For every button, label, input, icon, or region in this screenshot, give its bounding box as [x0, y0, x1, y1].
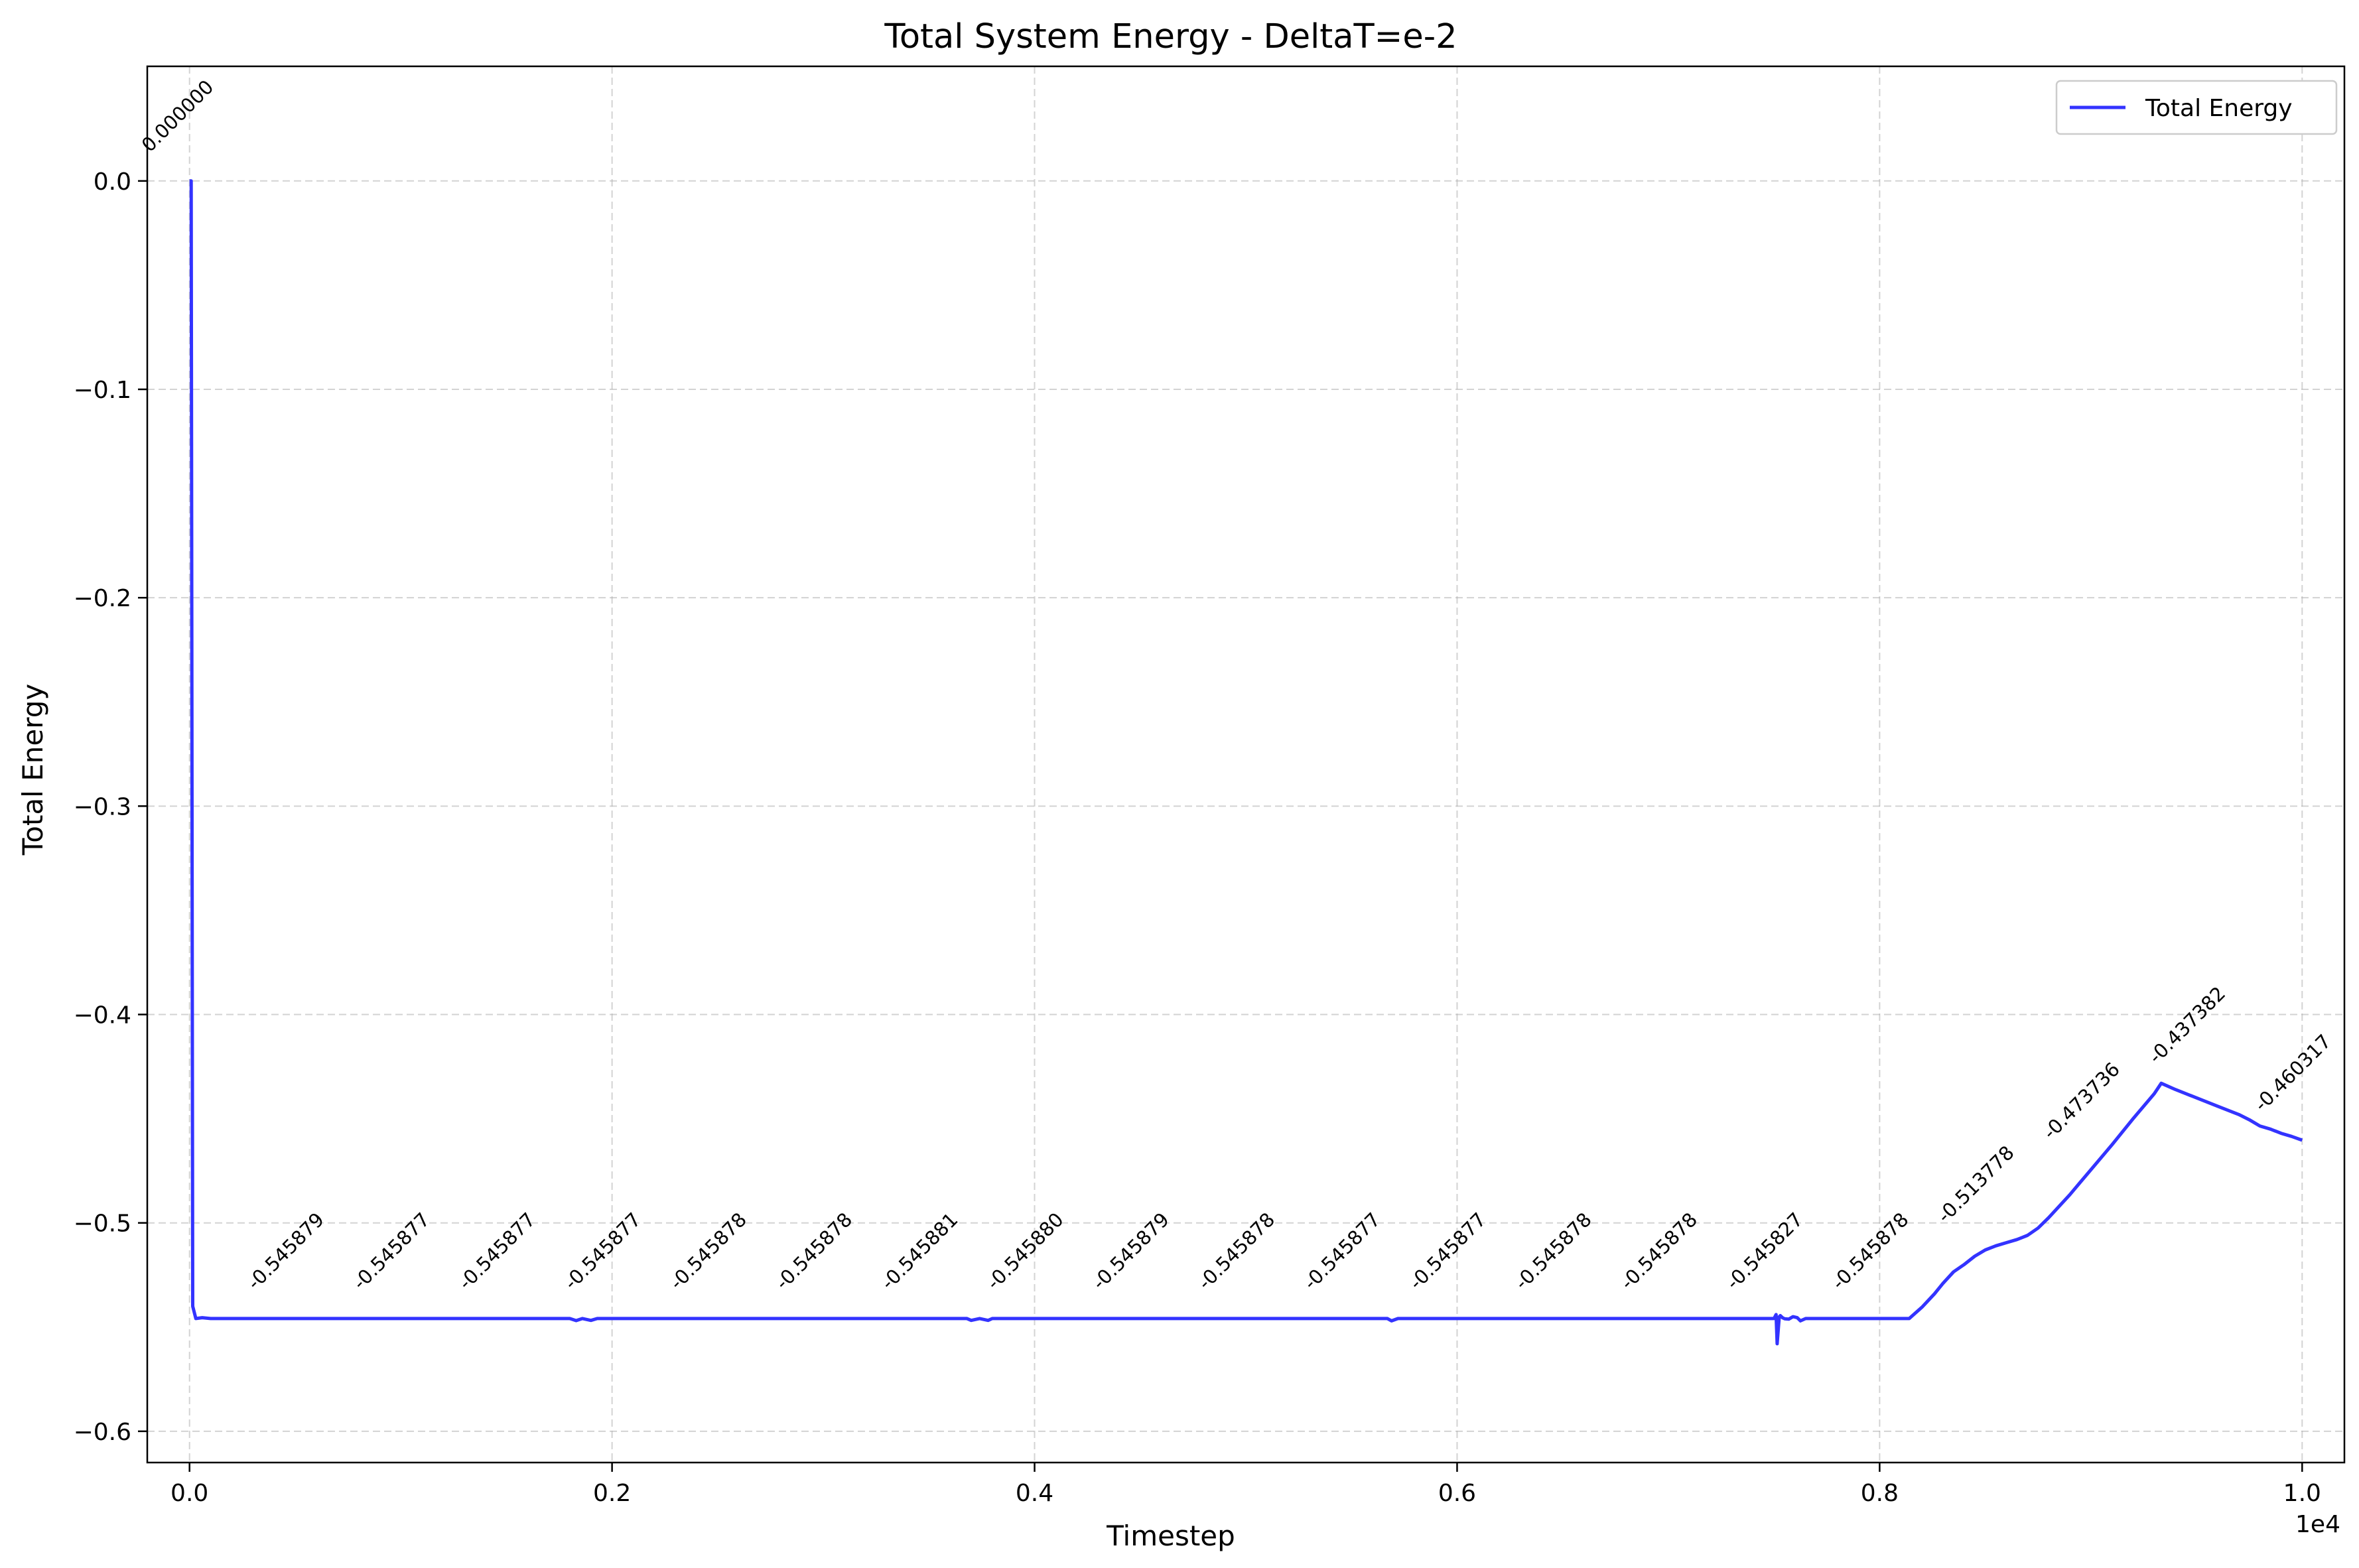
x-tick-label: 1.0 [2283, 1480, 2321, 1507]
plot-frame [146, 65, 2346, 1464]
y-tick-label: −0.5 [74, 1210, 131, 1238]
y-tick-label: 0.0 [94, 168, 131, 196]
x-axis-offset-label: 1e4 [2295, 1511, 2340, 1538]
legend-box [2055, 80, 2338, 135]
grid-lines [147, 66, 2344, 1463]
y-tick-label: −0.4 [74, 1002, 131, 1029]
series-line-total-energy [189, 179, 2303, 1346]
x-tick-label: 0.2 [593, 1480, 631, 1507]
y-axis-ticks: 0.0 −0.1 −0.2 −0.3 −0.4 −0.5 −0.6 [74, 168, 147, 1446]
y-tick-label: −0.1 [74, 377, 131, 404]
legend-entry-total-energy: Total Energy [2145, 95, 2293, 122]
y-tick-label: −0.6 [74, 1419, 131, 1446]
y-axis-label: Total Energy [17, 684, 49, 856]
x-tick-label: 0.0 [170, 1480, 208, 1507]
x-tick-label: 0.6 [1438, 1480, 1476, 1507]
legend: Total Energy [2055, 80, 2338, 135]
chart-title: Total System Energy - DeltaT=e-2 [884, 17, 1457, 56]
x-tick-label: 0.4 [1016, 1480, 1053, 1507]
x-axis-ticks: 0.0 0.2 0.4 0.6 0.8 1.0 [170, 1463, 2321, 1507]
x-axis-label: Timestep [1106, 1520, 1235, 1552]
y-tick-label: −0.3 [74, 793, 131, 820]
y-tick-label: −0.2 [74, 585, 131, 612]
series-layer [189, 179, 2303, 1346]
x-tick-label: 0.8 [1861, 1480, 1899, 1507]
